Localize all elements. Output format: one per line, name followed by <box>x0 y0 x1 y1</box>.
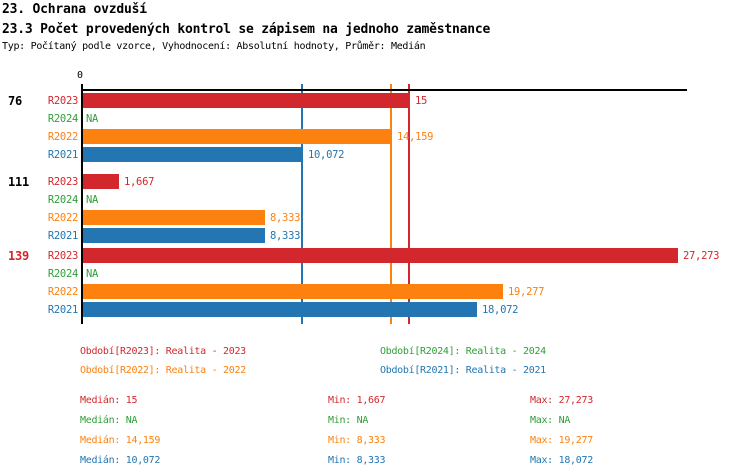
bar-r2023 <box>83 93 410 108</box>
series-label-r2023: R2023 <box>47 250 78 262</box>
stat-min-r2023: Min: 1,667 <box>328 395 386 406</box>
stat-min-r2021: Min: 8,333 <box>328 455 386 466</box>
bar-chart: 0 76 R2023 15 R2024 NA R2022 14,159 R2021 10,072 1… <box>8 70 720 324</box>
legend-item-1: Období[R2023]: Realita - 2023 <box>80 346 246 357</box>
bar-value-label: 8,333 <box>270 212 301 224</box>
x-axis-line <box>81 89 687 91</box>
category-label: 111 <box>8 175 30 189</box>
stat-median-r2021: Medián: 10,072 <box>80 455 161 466</box>
y-axis-line <box>81 84 83 324</box>
bar-r2021 <box>83 302 477 317</box>
legend-item-2: Období[R2024]: Realita - 2024 <box>380 346 546 357</box>
bar-r2021 <box>83 147 303 162</box>
bar-value-label: 10,072 <box>308 149 345 161</box>
series-label-r2024: R2024 <box>47 113 78 125</box>
bar-value-label: 18,072 <box>482 304 519 316</box>
bar-value-label: 8,333 <box>270 230 301 242</box>
stat-max-r2022: Max: 19,277 <box>530 435 593 446</box>
series-label-r2024: R2024 <box>47 194 78 206</box>
bar-value-label: 1,667 <box>124 176 155 188</box>
bar-r2023 <box>83 174 119 189</box>
bar-value-label: 15 <box>415 95 428 107</box>
report-section-title: 23. Ochrana ovzduší <box>2 2 147 17</box>
bar-r2023 <box>83 248 678 263</box>
median-line-r2023 <box>408 84 410 324</box>
series-label-r2022: R2022 <box>47 131 78 143</box>
median-line-r2022 <box>389 84 392 324</box>
category-label: 76 <box>8 94 23 108</box>
series-label-r2023: R2023 <box>47 95 78 107</box>
stat-min-r2024: Min: NA <box>328 415 369 426</box>
stat-max-r2021: Max: 18,072 <box>530 455 593 466</box>
series-label-r2023: R2023 <box>47 176 78 188</box>
chart-meta: Typ: Počítaný podle vzorce, Vyhodnocení:… <box>2 41 426 52</box>
bar-r2022 <box>83 284 503 299</box>
stat-min-r2022: Min: 8,333 <box>328 435 386 446</box>
bar-r2022 <box>83 210 265 225</box>
bar-value-label: 27,273 <box>683 250 720 262</box>
stat-median-r2023: Medián: 15 <box>80 395 138 406</box>
bar-r2022 <box>83 129 392 144</box>
legend-item-4: Období[R2021]: Realita - 2021 <box>380 365 546 376</box>
series-label-r2021: R2021 <box>47 230 78 242</box>
median-line-r2021 <box>300 84 303 324</box>
stat-median-r2022: Medián: 14,159 <box>80 435 161 446</box>
legend-item-3: Období[R2022]: Realita - 2022 <box>80 365 246 376</box>
series-label-r2021: R2021 <box>47 304 78 316</box>
bar-r2021 <box>83 228 265 243</box>
na-value-label: NA <box>86 268 99 280</box>
chart-title: 23.3 Počet provedených kontrol se zápise… <box>2 22 491 37</box>
axis-zero-label: 0 <box>77 70 84 81</box>
stat-max-r2024: Max: NA <box>530 415 571 426</box>
series-label-r2024: R2024 <box>47 268 78 280</box>
na-value-label: NA <box>86 194 99 206</box>
stat-max-r2023: Max: 27,273 <box>530 395 593 406</box>
series-label-r2022: R2022 <box>47 286 78 298</box>
series-label-r2021: R2021 <box>47 149 78 161</box>
bar-value-label: 14,159 <box>397 131 434 143</box>
series-label-r2022: R2022 <box>47 212 78 224</box>
category-label: 139 <box>8 249 30 263</box>
bar-value-label: 19,277 <box>508 286 545 298</box>
na-value-label: NA <box>86 113 99 125</box>
stat-median-r2024: Medián: NA <box>80 415 138 426</box>
